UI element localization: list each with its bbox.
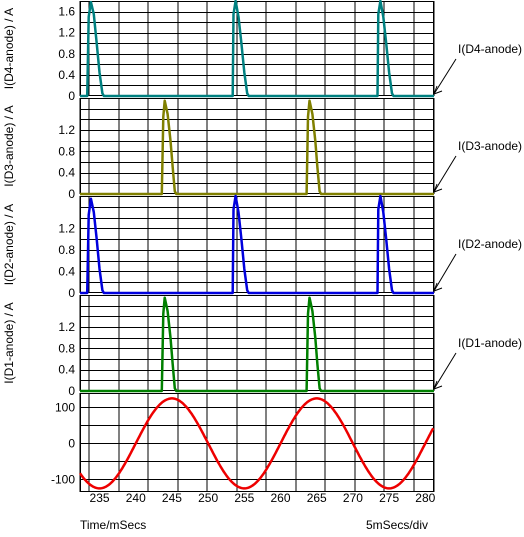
y-tick-label: 0 — [68, 436, 75, 450]
legend-leader-line — [433, 352, 457, 390]
panel-frame — [80, 295, 434, 391]
series-line — [80, 296, 434, 393]
y-tick-label: 1.6 — [58, 5, 75, 19]
legend-label: I(D3-anode) — [458, 139, 522, 153]
x-tick-label: 265 — [307, 491, 327, 505]
y-tick-label: 0 — [68, 187, 75, 201]
series-line — [80, 0, 434, 98]
x-tick-label: 245 — [162, 491, 182, 505]
y-axis-label: I(D4-anode) / A — [2, 8, 16, 89]
y-axis-label: I(D2-anode) / A — [2, 204, 16, 285]
x-tick-label: 275 — [379, 491, 399, 505]
x-tick-label: 260 — [271, 491, 291, 505]
y-axis-label: I(D3-anode) / A — [2, 105, 16, 186]
y-tick-label: 0.8 — [58, 341, 75, 355]
y-tick-label: 0.8 — [58, 47, 75, 61]
legend-leader-line — [433, 155, 457, 193]
y-tick-label: 0 — [68, 286, 75, 300]
panel-frame — [80, 98, 434, 194]
x-axis-scale-label: 5mSecs/div — [366, 518, 429, 532]
x-tick-label: 270 — [343, 491, 363, 505]
legend-arrow-head — [433, 188, 443, 193]
legend-arrow-head — [433, 380, 438, 390]
series-line — [80, 99, 434, 196]
y-tick-label: 0.4 — [58, 166, 75, 180]
legend-arrow-head — [433, 90, 443, 95]
y-tick-label: 1.2 — [58, 320, 75, 334]
legend-arrow-head — [433, 287, 443, 292]
series-line — [78, 397, 435, 490]
panel-frame — [80, 196, 434, 293]
y-tick-label: 1.2 — [58, 221, 75, 235]
x-tick-label: 250 — [198, 491, 218, 505]
legend-arrow-head — [433, 282, 438, 292]
y-tick-label: 0.4 — [58, 363, 75, 377]
y-tick-label: 1.2 — [58, 123, 75, 137]
legend-leader-line — [433, 253, 457, 292]
legend-label: I(D1-anode) — [458, 336, 522, 350]
y-tick-label: 100 — [55, 400, 75, 414]
legend-leader-line — [433, 58, 457, 95]
legend-arrow-head — [433, 183, 438, 193]
y-tick-label: 0 — [68, 89, 75, 103]
legend-arrow-head — [433, 385, 443, 390]
y-tick-label: 0.8 — [58, 243, 75, 257]
panel-frame — [80, 1, 434, 96]
legend-arrow-head — [433, 85, 438, 95]
y-axis-label: I(D1-anode) / A — [2, 302, 16, 383]
panel-frame — [80, 393, 434, 492]
x-tick-label: 240 — [126, 491, 146, 505]
y-tick-label: 0.4 — [58, 68, 75, 82]
x-tick-label: 280 — [415, 491, 435, 505]
y-tick-label: 0 — [68, 384, 75, 398]
legend-label: I(D4-anode) — [458, 42, 522, 56]
x-tick-label: 235 — [90, 491, 110, 505]
legend-label: I(D2-anode) — [458, 237, 522, 251]
x-tick-label: 255 — [234, 491, 254, 505]
y-tick-label: 0.8 — [58, 144, 75, 158]
series-line — [80, 194, 434, 295]
y-tick-label: 0.4 — [58, 264, 75, 278]
x-axis-unit-label: Time/mSecs — [80, 518, 147, 532]
y-tick-label: -100 — [51, 472, 75, 486]
y-tick-label: 1.2 — [58, 26, 75, 40]
